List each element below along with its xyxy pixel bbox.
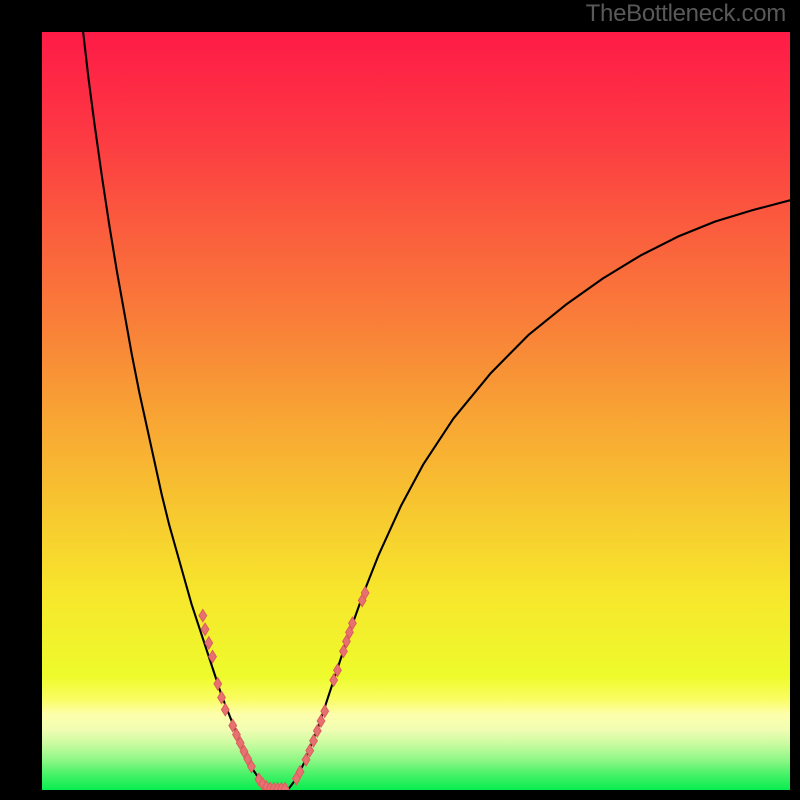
chart-container: TheBottleneck.com	[0, 0, 800, 800]
plot-area	[42, 32, 790, 790]
watermark-text: TheBottleneck.com	[586, 0, 786, 28]
plot-svg	[42, 32, 790, 790]
gradient-background	[42, 32, 790, 790]
